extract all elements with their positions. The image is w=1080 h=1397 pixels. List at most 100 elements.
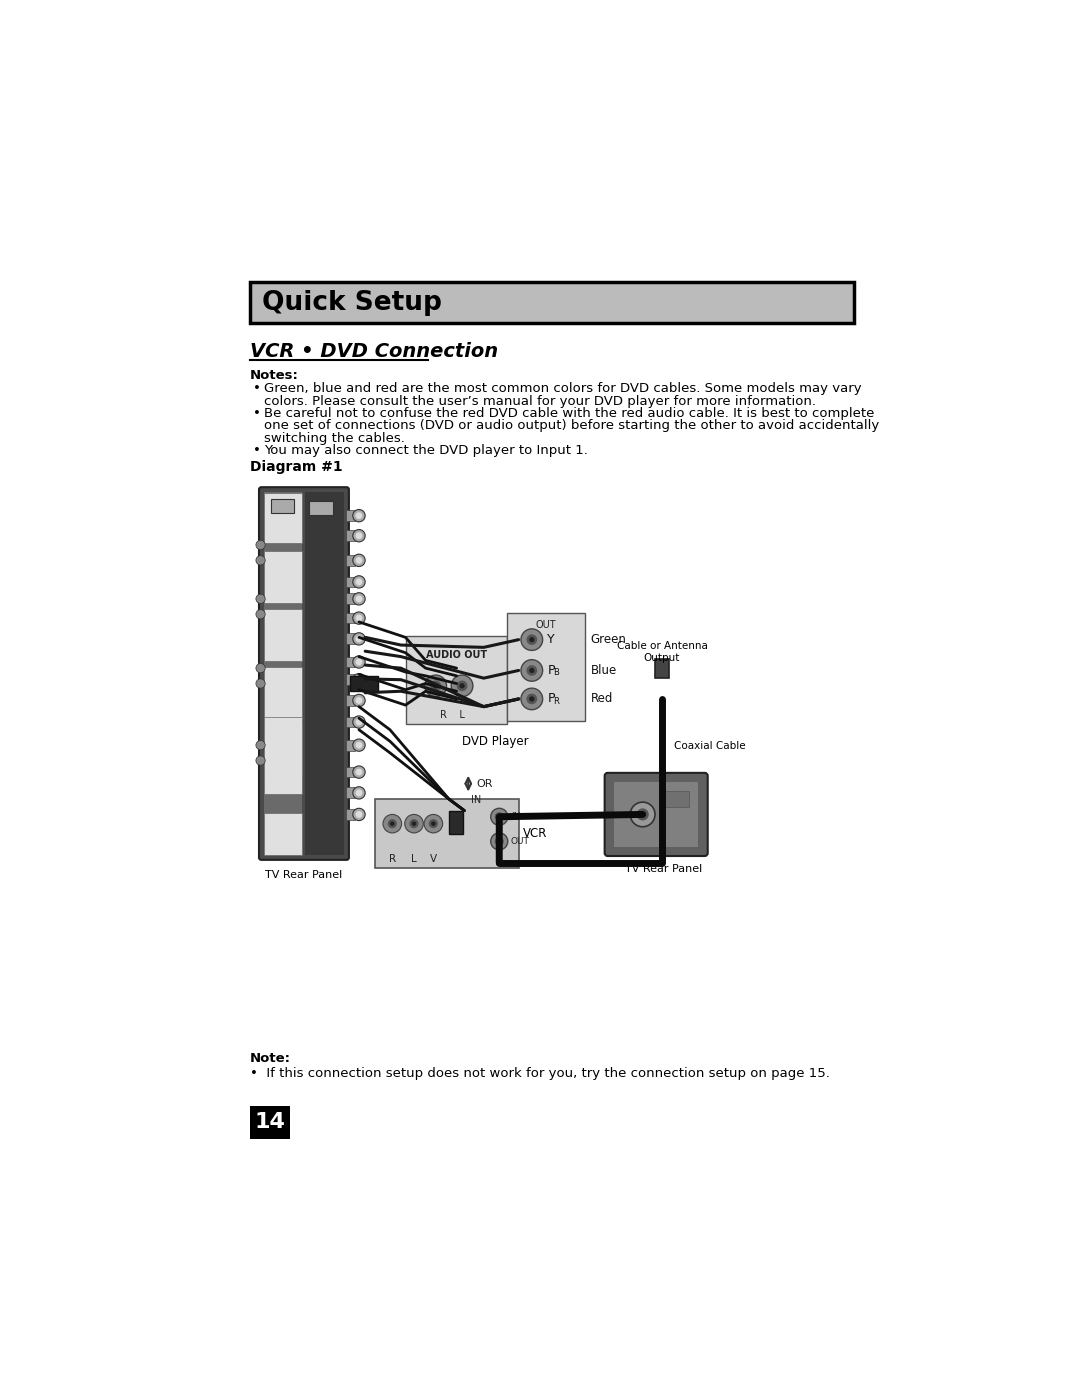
Circle shape	[353, 739, 365, 752]
Bar	[375, 799, 518, 869]
Text: colors. Please consult the user’s manual for your DVD player for more informatio: colors. Please consult the user’s manual…	[264, 395, 815, 408]
Circle shape	[356, 770, 362, 775]
Circle shape	[527, 666, 537, 675]
Bar	[346, 696, 355, 705]
Circle shape	[498, 840, 501, 842]
Bar	[449, 810, 463, 834]
Circle shape	[631, 802, 656, 827]
Circle shape	[527, 636, 537, 644]
Bar	[350, 676, 378, 692]
Bar	[265, 609, 301, 661]
Text: Red: Red	[591, 693, 613, 705]
Circle shape	[353, 787, 365, 799]
Circle shape	[356, 636, 362, 641]
Circle shape	[353, 673, 365, 686]
Text: IN: IN	[511, 812, 521, 821]
Bar	[346, 767, 355, 778]
Bar	[346, 510, 355, 521]
Text: Cable or Antenna
Output: Cable or Antenna Output	[617, 641, 707, 662]
Circle shape	[410, 820, 418, 827]
Circle shape	[353, 555, 365, 567]
Bar	[507, 613, 584, 721]
Text: Notes:: Notes:	[249, 369, 298, 383]
Circle shape	[356, 659, 362, 665]
Circle shape	[353, 766, 365, 778]
Text: Green: Green	[591, 633, 626, 647]
Circle shape	[256, 556, 266, 564]
Circle shape	[521, 629, 542, 651]
Circle shape	[640, 812, 645, 817]
Circle shape	[256, 664, 266, 673]
Bar	[346, 531, 355, 541]
Circle shape	[353, 592, 365, 605]
Bar	[346, 675, 355, 685]
Circle shape	[353, 694, 365, 707]
Circle shape	[256, 756, 266, 766]
Circle shape	[356, 742, 362, 747]
Circle shape	[490, 809, 508, 826]
Bar	[265, 550, 301, 604]
Bar	[271, 499, 294, 513]
Circle shape	[432, 823, 435, 826]
Bar	[346, 594, 355, 605]
Text: P: P	[548, 693, 555, 705]
Text: Coaxial Cable: Coaxial Cable	[674, 742, 745, 752]
Bar	[305, 492, 345, 855]
Bar	[346, 809, 355, 820]
Text: AUDIO OUT: AUDIO OUT	[427, 650, 487, 659]
Bar	[249, 282, 854, 323]
Bar	[346, 717, 355, 728]
Bar	[406, 636, 507, 725]
Bar	[346, 657, 355, 668]
Circle shape	[353, 510, 365, 522]
Text: DVD Player: DVD Player	[462, 735, 529, 749]
Bar	[265, 666, 301, 719]
Circle shape	[353, 809, 365, 820]
Circle shape	[458, 682, 467, 690]
Text: 14: 14	[255, 1112, 285, 1133]
Circle shape	[413, 823, 416, 826]
Circle shape	[383, 814, 402, 833]
Text: V: V	[430, 855, 437, 865]
Circle shape	[356, 791, 362, 795]
Text: •: •	[253, 407, 260, 420]
Circle shape	[353, 612, 365, 624]
Text: R: R	[389, 855, 396, 865]
Text: Be careful not to confuse the red DVD cable with the red audio cable. It is best: Be careful not to confuse the red DVD ca…	[264, 407, 874, 420]
Circle shape	[498, 816, 501, 819]
Text: You may also connect the DVD player to Input 1.: You may also connect the DVD player to I…	[264, 444, 588, 457]
Bar	[346, 555, 355, 566]
Text: IN: IN	[471, 795, 481, 805]
Circle shape	[353, 576, 365, 588]
Text: one set of connections (DVD or audio output) before starting the other to avoid : one set of connections (DVD or audio out…	[264, 419, 879, 433]
Text: switching the cables.: switching the cables.	[264, 432, 405, 444]
Circle shape	[353, 655, 365, 668]
Circle shape	[527, 694, 537, 704]
Circle shape	[356, 534, 362, 538]
Circle shape	[530, 637, 534, 641]
Text: VCR: VCR	[523, 827, 546, 840]
Circle shape	[356, 557, 362, 563]
Circle shape	[389, 820, 396, 827]
Text: •  If this connection setup does not work for you, try the connection setup on p: • If this connection setup does not work…	[249, 1067, 829, 1080]
Circle shape	[353, 529, 365, 542]
Circle shape	[256, 609, 266, 619]
Circle shape	[391, 823, 394, 826]
Circle shape	[356, 719, 362, 725]
Circle shape	[521, 659, 542, 682]
Text: Green, blue and red are the most common colors for DVD cables. Some models may v: Green, blue and red are the most common …	[264, 383, 861, 395]
Text: VCR • DVD Connection: VCR • DVD Connection	[249, 342, 498, 360]
FancyBboxPatch shape	[259, 488, 349, 861]
Text: B: B	[554, 668, 559, 678]
Circle shape	[530, 669, 534, 672]
FancyBboxPatch shape	[605, 773, 707, 856]
Text: OR: OR	[476, 778, 492, 789]
Circle shape	[451, 675, 473, 697]
Circle shape	[356, 678, 362, 682]
Bar	[346, 633, 355, 644]
Text: •: •	[253, 444, 260, 457]
Text: R: R	[554, 697, 559, 705]
Circle shape	[356, 513, 362, 518]
Text: OUT: OUT	[536, 620, 556, 630]
Circle shape	[256, 594, 266, 604]
